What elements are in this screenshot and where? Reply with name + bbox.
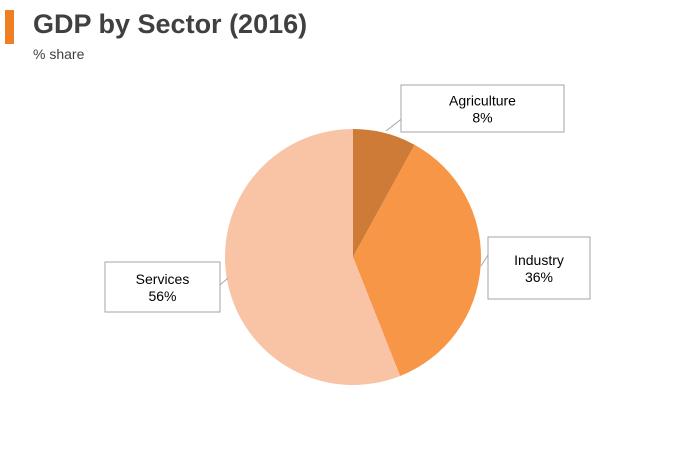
pie-slice-agriculture [353,129,415,257]
pie-slice-services [225,129,401,385]
slice-value-label: 36% [525,269,553,285]
pie-slice-industry [353,144,482,377]
callout-box [400,84,565,133]
pie-slices [225,129,482,385]
slice-label: Agriculture [449,93,516,109]
callout-leader-line [219,277,229,286]
slice-value-label: 8% [472,110,492,126]
callout-leader-line [480,254,489,267]
slice-label: Services [136,271,190,287]
slice-label: Industry [514,252,564,268]
callout-box [104,261,221,313]
callout-box [487,236,591,300]
chart-title: GDP by Sector (2016) [33,9,308,39]
chart-subtitle: % share [33,46,85,62]
title-accent-bar [5,10,14,44]
slice-value-label: 56% [148,288,176,304]
